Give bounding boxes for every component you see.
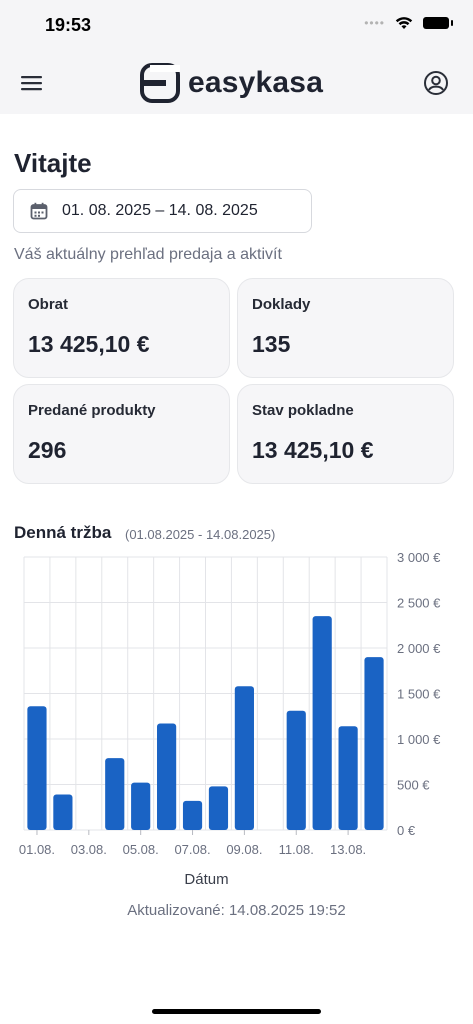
chart-bar [27,706,47,830]
stat-card-value: 13 425,10 € [28,331,150,357]
stat-card-value: 13 425,10 € [252,437,374,463]
chart-x-tick-label: 05.08. [123,842,159,857]
chart-x-tick-label: 07.08. [174,842,210,857]
chart-bar [157,723,177,830]
date-range-text: 01. 08. 2025 – 14. 08. 2025 [62,202,258,219]
stat-card-sold-products[interactable]: Predané produkty 296 [13,384,230,484]
chart-bar [312,616,332,830]
home-indicator[interactable] [152,1009,321,1014]
chart-y-tick-label: 2 500 € [397,596,441,611]
cellular-signal-icon: •••• [364,16,385,30]
chart-y-tick-label: 1 000 € [397,732,441,747]
stat-card-label: Obrat [28,296,69,313]
chart-bar [234,686,254,830]
chart-bar [208,786,229,830]
page-title: Vitajte [14,148,92,178]
date-range-picker[interactable]: 01. 08. 2025 – 14. 08. 2025 [13,189,312,233]
status-icons: •••• [364,16,453,30]
daily-revenue-chart: 0 € 500 € 1 000 € 1 500 € 2 000 € 2 500 € 3 00… [19,550,441,888]
chart-date-range: (01.08.2025 - 14.08.2025) [125,527,276,542]
chart-x-tick-label: 13.08. [330,842,366,857]
easykasa-logo-icon [140,63,180,103]
chart-y-tick-label: 3 000 € [397,550,441,565]
wifi-icon [395,17,413,29]
user-profile-icon[interactable] [423,70,449,96]
menu-icon[interactable] [20,72,44,94]
chart-bar [364,657,384,830]
stat-card-value: 296 [28,437,67,463]
stat-card-label: Stav pokladne [252,402,354,419]
chart-bar [182,800,203,830]
stat-card-cash-balance[interactable]: Stav pokladne 13 425,10 € [237,384,454,484]
chart-bar [131,782,151,830]
chart-y-tick-label: 1 500 € [397,687,441,702]
chart-y-tick-label: 2 000 € [397,641,441,656]
stat-card-label: Predané produkty [28,402,156,419]
chart-x-tick-label: 09.08. [226,842,262,857]
chart-bar [338,726,358,830]
stat-card-turnover[interactable]: Obrat 13 425,10 € [13,278,230,378]
chart-y-tick-label: 500 € [397,778,430,793]
stat-card-receipts[interactable]: Doklady 135 [237,278,454,378]
brand-logo: easykasa [140,63,323,103]
calendar-icon [30,202,48,220]
chart-title: Denná tržba [14,523,112,542]
chart-x-tick-label: 01.08. [19,842,55,857]
chart-bar [286,710,306,830]
status-bar: 19:53 •••• [0,0,473,52]
battery-icon [423,17,453,29]
chart-y-tick-label: 0 € [397,823,416,838]
chart-bar [105,758,125,830]
page-subtitle: Váš aktuálny prehľad predaja a aktivít [14,246,282,263]
chart-bar [53,794,73,830]
chart-x-axis-label: Dátum [184,871,228,888]
stat-card-label: Doklady [252,296,311,313]
chart-x-tick-label: 03.08. [71,842,107,857]
status-time: 19:53 [45,15,92,35]
stat-card-value: 135 [252,331,291,357]
chart-x-tick-label: 11.08. [279,842,314,857]
brand-name: easykasa [188,66,324,99]
app-bar: easykasa [0,52,473,114]
last-updated-text: Aktualizované: 14.08.2025 19:52 [127,902,346,919]
